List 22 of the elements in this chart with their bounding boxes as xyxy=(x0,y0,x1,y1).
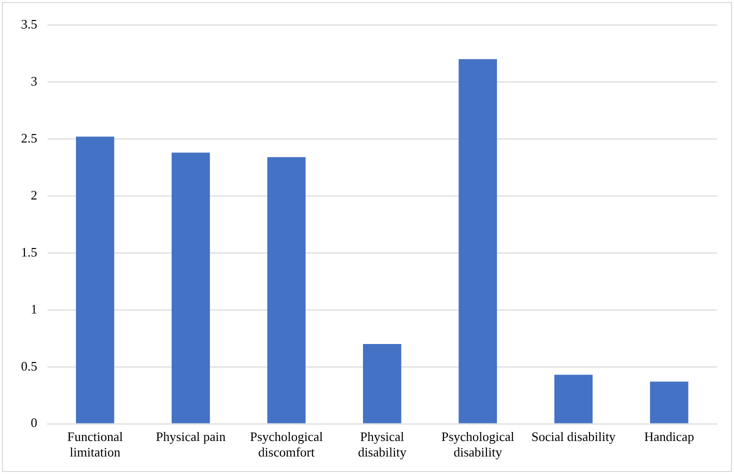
x-tick-label: Psychological disability xyxy=(441,429,515,460)
bar xyxy=(267,157,306,424)
x-tick-label: Social disability xyxy=(531,429,616,444)
y-tick-label: 0 xyxy=(30,415,38,430)
y-tick-label: 2.5 xyxy=(21,130,38,146)
y-tick-label: 3 xyxy=(30,73,38,88)
y-tick-label: 2 xyxy=(30,187,38,202)
y-tick-label: 1.5 xyxy=(21,244,38,260)
x-tick-label: Handicap xyxy=(644,429,694,444)
bar xyxy=(172,152,210,424)
y-tick-label: 0.5 xyxy=(21,358,38,374)
x-tick-label: Functional limitation xyxy=(67,429,124,460)
bar xyxy=(362,344,402,424)
bar xyxy=(554,374,593,424)
y-tick-label: 1 xyxy=(30,301,38,316)
y-tick-label: 3.5 xyxy=(21,16,38,32)
x-tick-label: Psychological discomfort xyxy=(250,429,324,460)
bar xyxy=(76,136,114,424)
x-tick-label: Physical disability xyxy=(358,429,407,460)
bar xyxy=(458,59,497,424)
bar xyxy=(650,382,688,424)
x-tick-label: Physical pain xyxy=(156,429,226,444)
